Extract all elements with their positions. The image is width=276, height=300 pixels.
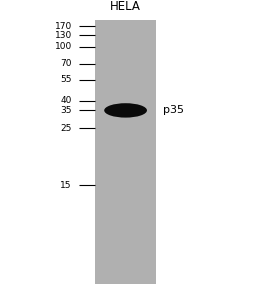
Text: 55: 55 [60,75,72,84]
Text: 100: 100 [55,42,72,51]
Text: 70: 70 [60,59,72,68]
Text: HELA: HELA [110,1,141,13]
Text: 15: 15 [60,181,72,190]
Ellipse shape [104,103,147,118]
Text: 40: 40 [60,96,72,105]
Text: 25: 25 [60,124,72,133]
Text: 130: 130 [55,31,72,40]
Text: 170: 170 [55,22,72,31]
Bar [95,20,156,283]
Text: p35: p35 [163,105,184,116]
Text: 35: 35 [60,106,72,115]
